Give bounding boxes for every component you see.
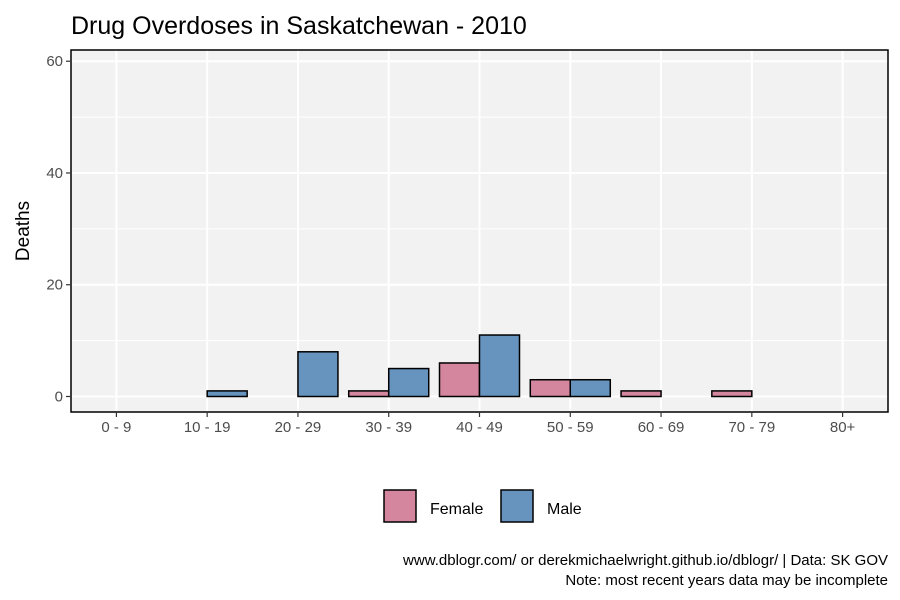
bars: [206, 334, 753, 398]
x-tick-label: 40 - 49: [456, 419, 503, 436]
legend-swatch-male: [500, 489, 534, 523]
bar-male-5: [478, 334, 521, 398]
x-tick-label: 60 - 69: [638, 419, 685, 436]
bar-male-6: [569, 378, 612, 398]
x-tick-label: 80+: [830, 419, 856, 436]
legend: Female Male: [383, 489, 582, 523]
bar-female-7: [620, 390, 662, 398]
y-tick-label: 0: [55, 389, 63, 406]
bar-female-4: [347, 390, 390, 398]
x-tick-label: 70 - 79: [728, 419, 775, 436]
bar-female-6: [529, 378, 572, 398]
x-axis: 0 - 9 10 - 19 20 - 29 30 - 39 40 - 49 50 - 59…: [101, 412, 856, 436]
y-tick-label: 60: [46, 53, 63, 70]
x-tick-label: 20 - 29: [275, 419, 322, 436]
y-axis: 0 20 40 60: [46, 53, 71, 406]
y-tick-label: 40: [46, 165, 63, 182]
x-tick-label: 10 - 19: [184, 419, 231, 436]
legend-label-male: Male: [547, 501, 582, 518]
grid-lines: [71, 50, 888, 412]
bar-male-2: [206, 390, 248, 398]
caption-line-2: Note: most recent years data may be inco…: [565, 572, 888, 589]
x-tick-label: 30 - 39: [365, 419, 412, 436]
bar-female-8: [711, 390, 753, 398]
y-axis-label: Deaths: [13, 201, 34, 261]
bar-male-3: [297, 351, 339, 398]
legend-label-female: Female: [430, 501, 483, 518]
bar-male-4: [387, 367, 430, 398]
y-tick-label: 20: [46, 277, 63, 294]
chart-title: Drug Overdoses in Saskatchewan - 2010: [71, 12, 527, 40]
x-tick-label: 50 - 59: [547, 419, 594, 436]
caption-line-1: www.dblogr.com/ or derekmichaelwright.gi…: [402, 552, 888, 569]
legend-swatch-female: [383, 489, 417, 523]
bar-female-5: [438, 362, 481, 398]
x-tick-label: 0 - 9: [101, 419, 131, 436]
